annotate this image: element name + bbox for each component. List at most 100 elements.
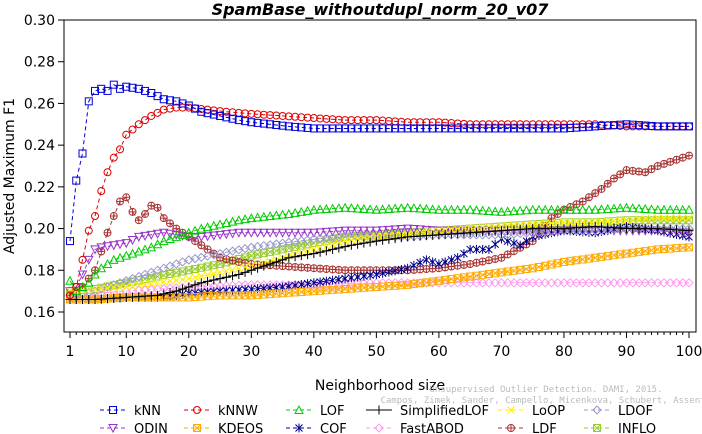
data-point-loop	[234, 264, 243, 273]
data-point-simplifiedlof	[246, 265, 256, 275]
data-point-ldof	[484, 230, 494, 240]
data-point-loop	[347, 236, 356, 245]
data-point-knn	[528, 124, 537, 133]
data-point-knn	[103, 86, 112, 95]
data-point-lof	[371, 204, 382, 214]
data-point-knn	[491, 124, 500, 133]
data-point-cof	[466, 244, 475, 254]
data-point-lof	[571, 204, 582, 214]
data-point-knn	[172, 97, 181, 106]
data-point-loop	[159, 278, 168, 286]
data-point-loop	[610, 217, 618, 225]
data-point-odin	[152, 229, 163, 239]
data-point-simplifiedlof	[159, 289, 169, 299]
data-point-knnw	[222, 107, 231, 116]
data-point-odin	[258, 228, 269, 238]
data-point-odin	[102, 242, 113, 252]
legend-item-odin: ODIN	[100, 422, 168, 434]
data-point-lof	[140, 244, 150, 254]
data-point-knn	[434, 124, 443, 133]
data-point-cof	[291, 280, 299, 290]
data-point-odin	[221, 230, 232, 240]
data-point-knn	[672, 122, 681, 131]
data-point-fastabod	[565, 278, 575, 288]
data-point-loop	[172, 276, 181, 285]
legend-item-cof: COF	[286, 422, 347, 434]
data-point-knn	[353, 124, 362, 133]
legend-swatch-marker	[507, 406, 515, 414]
legend-item-ldf: LDF	[498, 422, 557, 434]
data-point-knn	[278, 121, 287, 130]
legend-swatch-marker	[295, 423, 303, 433]
legend-swatch-marker	[109, 406, 117, 414]
data-point-fastabod	[678, 278, 688, 288]
data-point-knnw	[453, 119, 462, 128]
data-point-lof	[559, 204, 569, 214]
data-point-simplifiedlof	[334, 243, 344, 253]
data-point-fastabod	[484, 278, 494, 288]
legend-item-simplifiedlof: SimplifiedLOF	[366, 404, 489, 419]
data-point-fastabod	[509, 278, 519, 288]
data-point-knnw	[291, 112, 300, 121]
data-point-knnw	[378, 116, 387, 125]
data-point-knnw	[334, 115, 343, 124]
data-point-odin	[271, 228, 282, 238]
data-point-knn	[566, 124, 575, 133]
data-point-knnw	[422, 118, 431, 127]
data-point-lof	[340, 202, 350, 212]
series-line-loop	[69, 217, 689, 292]
data-point-simplifiedlof	[290, 252, 300, 262]
legend-label: kNN	[134, 404, 161, 419]
data-point-lof	[309, 204, 319, 214]
x-tick-label: 90	[618, 344, 636, 360]
data-point-lof	[434, 204, 444, 214]
data-point-odin	[415, 225, 425, 235]
y-tick-label: 0.24	[24, 138, 55, 154]
data-point-knn	[259, 119, 268, 128]
series-knn	[66, 80, 693, 246]
data-point-simplifiedlof	[178, 284, 188, 294]
data-point-knnw	[528, 120, 537, 129]
data-point-knn	[91, 86, 100, 95]
data-point-lof	[446, 204, 457, 214]
data-point-fastabod	[659, 278, 669, 288]
data-point-knnw	[359, 116, 368, 125]
data-point-loop	[84, 285, 93, 294]
data-point-lof	[577, 204, 588, 214]
data-point-loop	[178, 275, 187, 284]
data-point-odin	[377, 226, 388, 236]
data-point-knn	[422, 124, 431, 133]
data-point-knn	[416, 124, 425, 133]
data-point-knnw	[91, 212, 100, 221]
data-point-lof	[302, 205, 313, 215]
data-point-knn	[284, 122, 293, 131]
data-point-odin	[302, 228, 313, 238]
data-point-loop	[616, 216, 625, 225]
data-point-ldf	[603, 179, 612, 188]
data-point-knn	[678, 122, 687, 131]
data-point-fastabod	[571, 278, 582, 288]
data-point-fastabod	[496, 278, 507, 288]
data-point-loop	[184, 274, 193, 283]
data-point-cof	[491, 239, 500, 249]
legend-swatch-marker	[193, 424, 201, 432]
data-point-knn	[647, 121, 656, 130]
data-point-knnw	[491, 120, 500, 129]
data-point-knnw	[272, 111, 281, 120]
data-point-cof	[510, 238, 518, 248]
data-point-loop	[603, 217, 612, 226]
data-point-lof	[515, 205, 526, 215]
data-point-odin	[440, 226, 450, 236]
data-point-knnw	[297, 113, 306, 122]
data-point-odin	[183, 232, 194, 242]
data-point-loop	[216, 268, 224, 277]
data-point-lof	[177, 229, 188, 239]
data-point-knn	[609, 121, 618, 130]
data-point-ldf	[228, 256, 237, 265]
legend-label: LoOP	[532, 404, 565, 419]
data-point-odin	[446, 226, 457, 236]
data-point-loop	[222, 267, 231, 275]
data-point-knnw	[153, 108, 162, 117]
series-simplifiedlof	[65, 221, 694, 304]
data-point-lof	[133, 246, 144, 256]
